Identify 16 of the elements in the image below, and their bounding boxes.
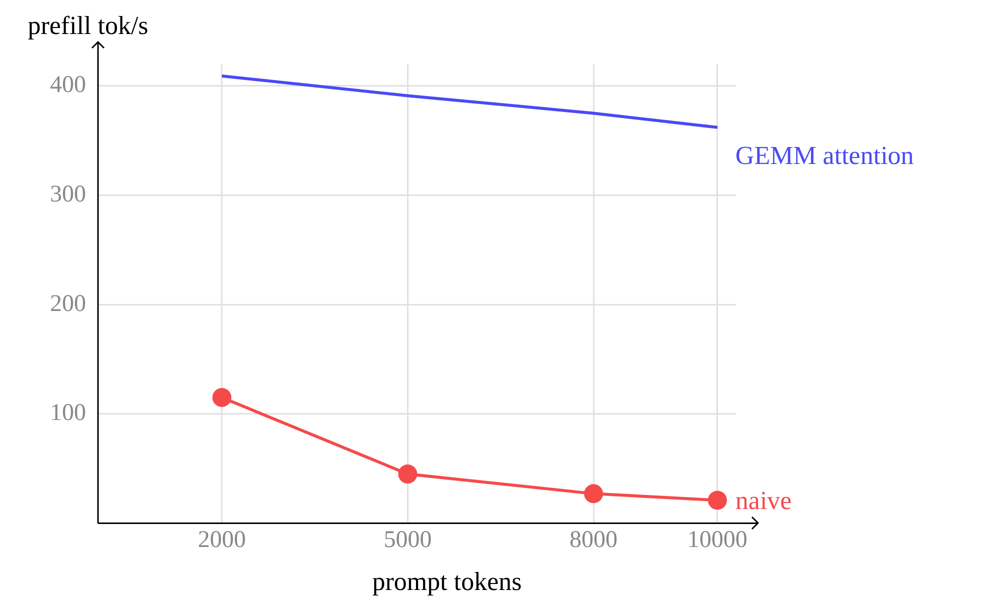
x-tick-label: 5000: [384, 526, 432, 553]
y-tick-label: 300: [50, 181, 86, 208]
series-label: GEMM attention: [735, 141, 914, 170]
point: [708, 490, 727, 510]
point: [212, 388, 232, 407]
x-tick-label: 2000: [198, 526, 246, 553]
y-tick-label: 400: [50, 72, 86, 98]
series-label: naive: [735, 486, 792, 516]
x-tick-label: 8000: [570, 526, 618, 553]
y-axis-title: prefill tok/s: [28, 10, 148, 40]
x-tick-label: 10000: [687, 526, 748, 553]
point: [584, 484, 604, 504]
point: [398, 464, 418, 484]
y-tick-label: 200: [50, 290, 86, 317]
x-axis-title: prompt tokens: [372, 566, 522, 596]
y-tick-label: 100: [50, 400, 86, 426]
